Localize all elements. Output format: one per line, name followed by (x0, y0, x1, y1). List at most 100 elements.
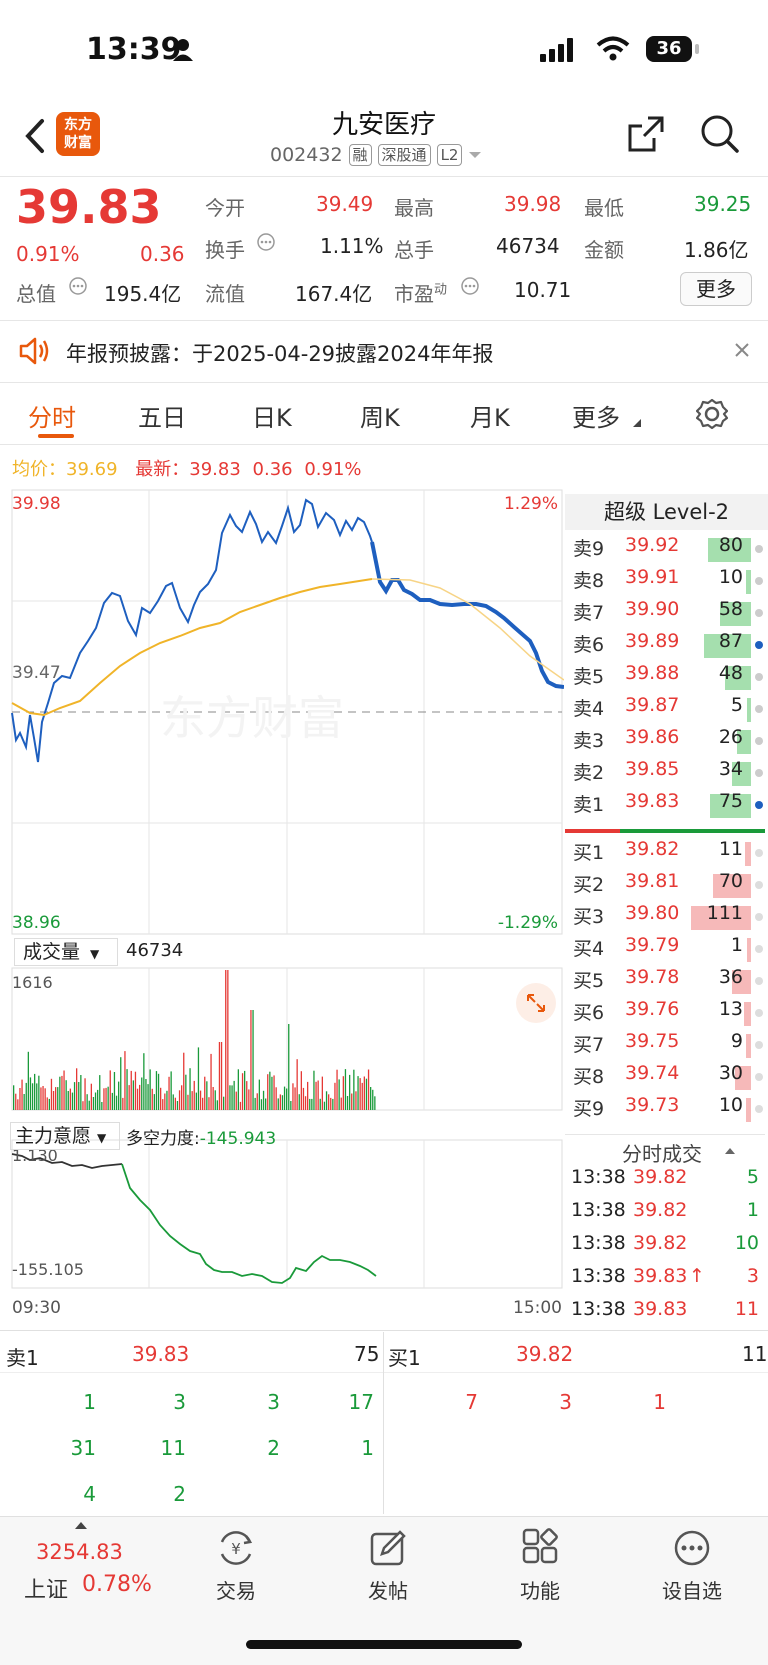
volume-bar (336, 1069, 338, 1110)
high-value: 39.98 (504, 192, 562, 216)
tab-weekly[interactable]: 周K (360, 404, 400, 432)
level-dot (755, 609, 763, 617)
more-dots-icon[interactable] (672, 1528, 712, 1568)
volume-bar (248, 1089, 250, 1110)
spread-bar-green (620, 829, 765, 833)
info-icon[interactable] (256, 232, 276, 252)
close-icon[interactable] (734, 342, 750, 358)
index-value[interactable]: 3254.83 (36, 1540, 123, 1564)
volume-bar (101, 1102, 103, 1110)
back-arrow-icon[interactable] (24, 118, 46, 154)
intraday-chart[interactable]: 东方财富 39.98 39.47 38.96 1.29% -1.29% 1616… (0, 488, 564, 1328)
notice-text[interactable]: 年报预披露：于2025-04-29披露2024年年报 (66, 342, 494, 366)
function-icon[interactable] (520, 1528, 560, 1568)
volume-bar (315, 1081, 317, 1110)
indicator-selector[interactable]: 主力意愿 ▼ (10, 1122, 120, 1150)
average-line (11, 578, 373, 717)
volume-bar (67, 1091, 69, 1110)
volume-bar (187, 1094, 189, 1110)
home-indicator[interactable] (246, 1640, 522, 1649)
volume-bar (50, 1078, 53, 1110)
volume-bar (90, 1083, 92, 1110)
nav-add-watchlist[interactable]: 设自选 (662, 1579, 722, 1603)
bid-row[interactable]: 买4 39.79 1 (565, 934, 765, 966)
info-icon[interactable] (460, 276, 480, 296)
volume-bar (145, 1079, 147, 1110)
triangle-icon (633, 419, 641, 427)
open-value: 39.49 (316, 192, 374, 216)
volume-bar (216, 1100, 218, 1110)
page-title: 九安医疗 (331, 110, 436, 140)
ask-row[interactable]: 卖8 39.91 10 (565, 566, 765, 598)
gear-icon[interactable] (696, 398, 728, 430)
tab-5day[interactable]: 五日 (138, 404, 186, 432)
nav-post[interactable]: 发帖 (368, 1579, 408, 1603)
ticks-title[interactable]: 分时成交 (622, 1142, 702, 1166)
level-label: 买9 (573, 1098, 605, 1120)
ask-row[interactable]: 卖5 39.88 48 (565, 662, 765, 694)
bid-row[interactable]: 买6 39.76 13 (565, 998, 765, 1030)
wifi-icon (596, 36, 630, 61)
bid-row[interactable]: 买2 39.81 70 (565, 870, 765, 902)
volume-bar (155, 1071, 158, 1110)
tab-intraday[interactable]: 分时 (28, 404, 76, 432)
bid-row[interactable]: 买8 39.74 30 (565, 1062, 765, 1094)
volume-bar (302, 1087, 305, 1110)
level-label: 卖9 (573, 538, 605, 560)
ask-row[interactable]: 卖9 39.92 80 (565, 534, 765, 566)
tab-monthly[interactable]: 月K (470, 404, 510, 432)
volume-bar (46, 1097, 48, 1110)
more-button[interactable]: 更多 (680, 272, 752, 306)
volume-bar (260, 1099, 263, 1110)
bid-row[interactable]: 买5 39.78 36 (565, 966, 765, 998)
volume-bar (21, 1079, 23, 1110)
bid-row[interactable]: 买7 39.75 9 (565, 1030, 765, 1062)
change-pct: 0.91% (16, 242, 80, 266)
nav-trade[interactable]: 交易 (216, 1579, 256, 1603)
average-line-forecast (371, 578, 564, 681)
tab-daily[interactable]: 日K (252, 404, 292, 432)
bid-row[interactable]: 买9 39.73 10 (565, 1094, 765, 1126)
volume-bar (107, 1086, 109, 1110)
tab-more[interactable]: 更多 (572, 404, 620, 432)
mktcap-label: 总值 (16, 282, 56, 306)
volume-bar (44, 1088, 46, 1110)
share-icon[interactable] (626, 114, 666, 154)
trade-icon[interactable]: ¥ (216, 1528, 256, 1568)
volume-bar (212, 1087, 214, 1110)
caret-up-icon[interactable] (74, 1520, 88, 1530)
ask-row[interactable]: 卖4 39.87 5 (565, 694, 765, 726)
bid-row[interactable]: 买3 39.80 111 (565, 902, 765, 934)
volume-bar (195, 1092, 197, 1110)
level-volume-bar (710, 794, 751, 818)
index-pct[interactable]: 0.78% (82, 1572, 152, 1597)
ask-row[interactable]: 卖1 39.83 75 (565, 790, 765, 822)
level-dot (755, 705, 763, 713)
bid-row[interactable]: 买1 39.82 11 (565, 838, 765, 870)
ask-row[interactable]: 卖2 39.85 34 (565, 758, 765, 790)
volume-bar (185, 1074, 187, 1110)
caret-down-icon[interactable] (468, 150, 482, 160)
indicator-line-green (121, 1163, 377, 1284)
post-icon[interactable] (368, 1528, 408, 1568)
ask-row[interactable]: 卖7 39.90 58 (565, 598, 765, 630)
y-top-label: 39.98 (12, 494, 61, 514)
search-icon[interactable] (700, 114, 740, 154)
index-name[interactable]: 上证 (24, 1578, 69, 1603)
volume-bar (48, 1098, 50, 1110)
level-price: 39.90 (625, 598, 680, 620)
info-icon[interactable] (68, 276, 88, 296)
tag-margin: 融 (348, 144, 372, 166)
ask-row[interactable]: 卖3 39.86 26 (565, 726, 765, 758)
status-time: 13:39 (86, 32, 182, 67)
volume-bars (13, 970, 376, 1110)
caret-up-icon[interactable] (724, 1146, 736, 1156)
level-dot (755, 849, 763, 857)
ask-row[interactable]: 卖6 39.89 87 (565, 630, 765, 662)
volume-bar (292, 1083, 294, 1110)
volume-selector[interactable]: 成交量 ▼ (14, 938, 118, 966)
nav-function[interactable]: 功能 (520, 1579, 560, 1603)
volume-bar (202, 1097, 204, 1110)
level-volume: 30 (718, 1062, 743, 1084)
volume-bar (118, 1081, 120, 1110)
